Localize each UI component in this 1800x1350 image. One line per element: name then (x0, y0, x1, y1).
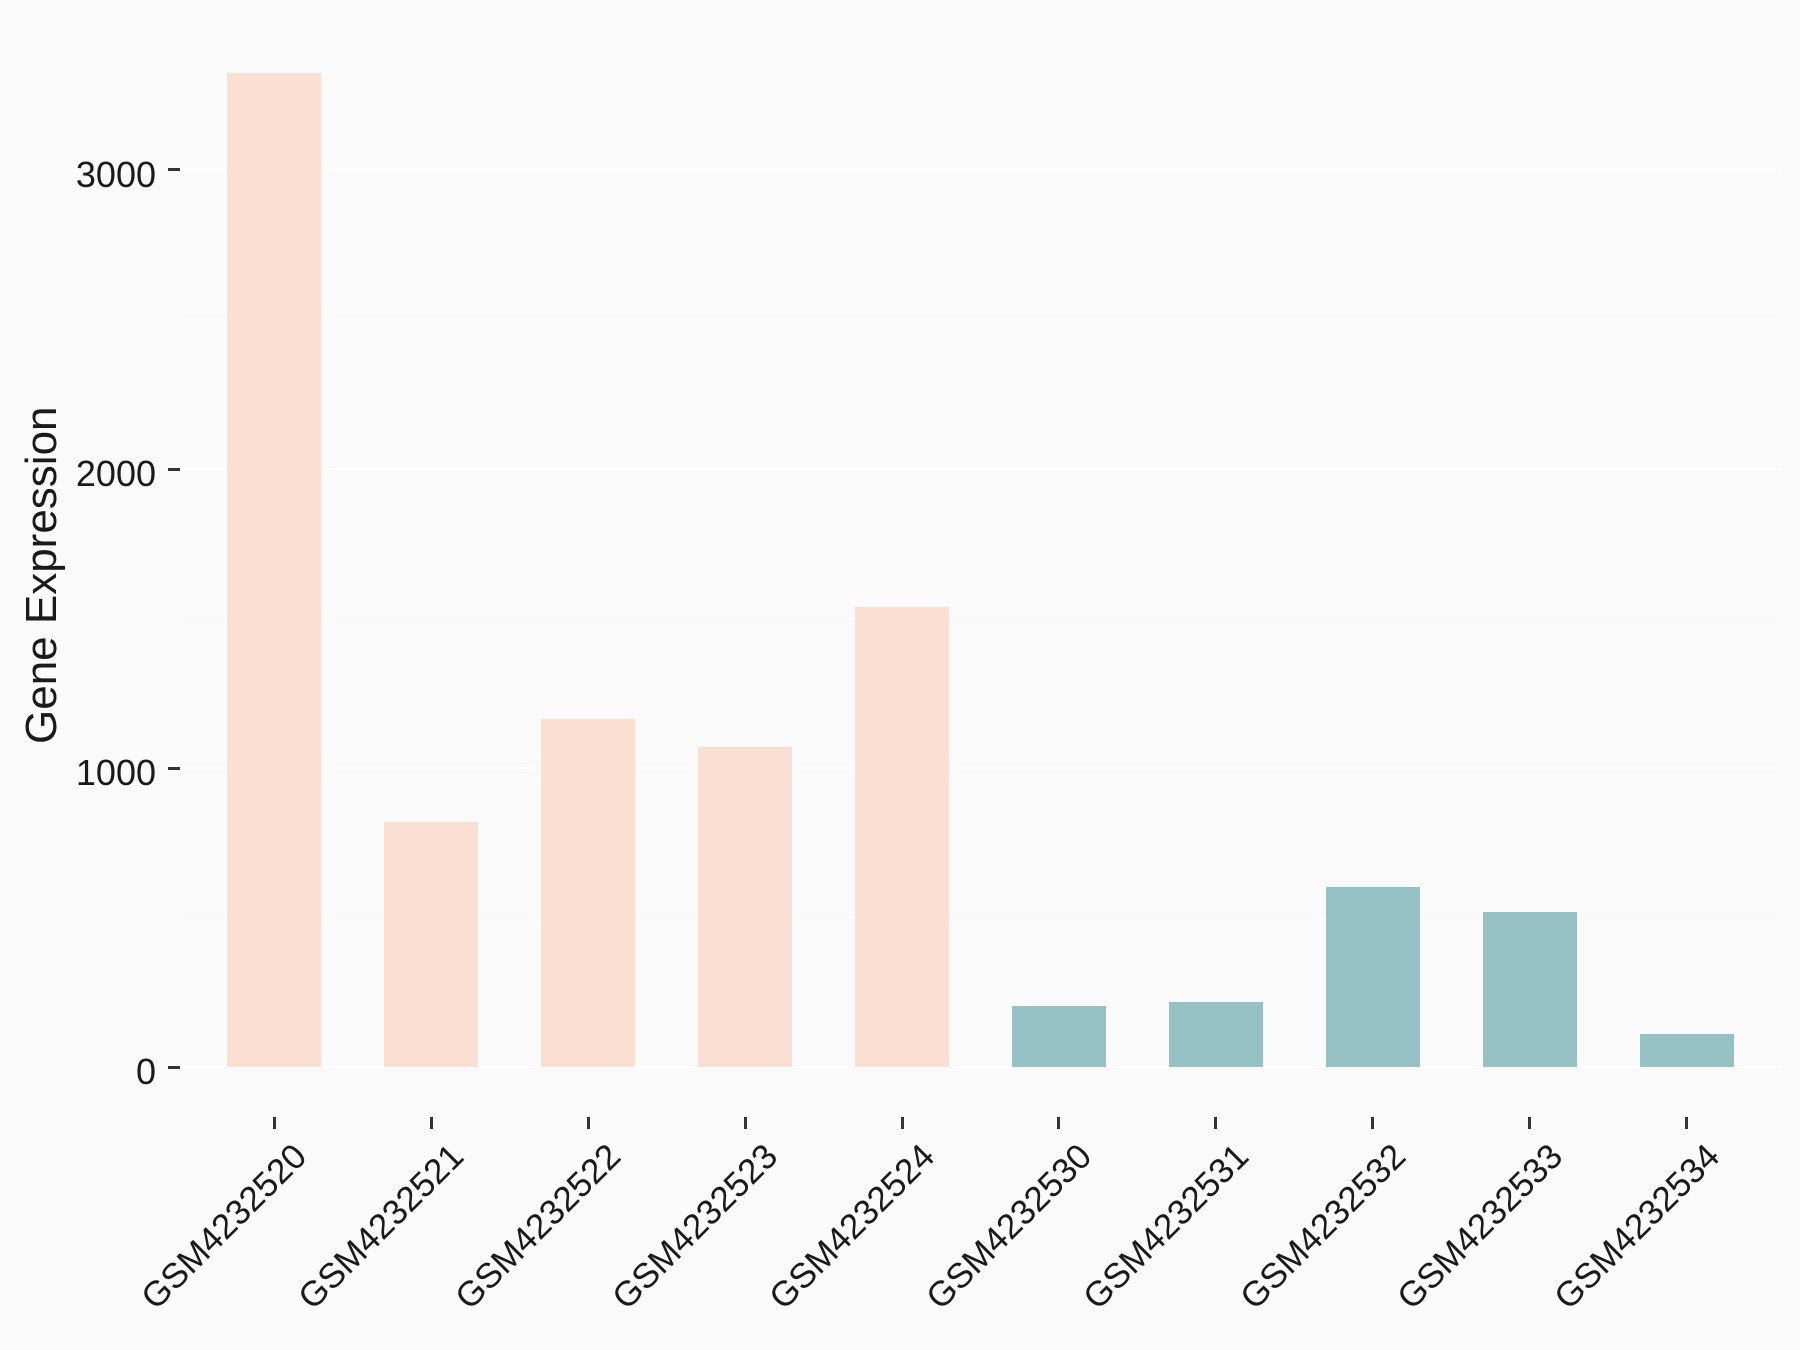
x-tick-label: GSM4232521 (291, 1136, 472, 1317)
x-tick-mark (900, 1117, 904, 1129)
x-tick-mark (586, 1117, 590, 1129)
y-tick-mark (168, 1065, 180, 1069)
bar-GSM4232523 (697, 747, 793, 1068)
bar-GSM4232531 (1168, 1002, 1264, 1068)
gridline-major (180, 468, 1781, 471)
bar-GSM4232520 (227, 72, 322, 1068)
gridline-minor (180, 917, 1781, 919)
x-tick-label: GSM4232523 (604, 1136, 786, 1317)
gridline-major (180, 767, 1781, 770)
gridline-minor (180, 319, 1781, 321)
x-tick-mark (272, 1117, 276, 1129)
x-tick-label: GSM4232524 (761, 1136, 943, 1317)
x-tick-label: GSM4232520 (134, 1136, 315, 1317)
bar-GSM4232522 (541, 718, 636, 1068)
x-tick-label: GSM4232530 (918, 1136, 1100, 1317)
bar-GSM4232533 (1482, 911, 1577, 1068)
bar-GSM4232534 (1639, 1033, 1734, 1068)
x-tick-mark (1685, 1117, 1689, 1129)
bar-GSM4232532 (1325, 887, 1420, 1068)
gridline-major (180, 168, 1781, 171)
y-tick-mark (168, 467, 180, 471)
x-tick-mark (1057, 1117, 1061, 1129)
x-tick-label: GSM4232533 (1389, 1136, 1571, 1317)
gridline-major (180, 1066, 1781, 1069)
bar-GSM4232521 (384, 822, 479, 1068)
bar-GSM4232524 (854, 606, 950, 1068)
x-tick-mark (1371, 1117, 1375, 1129)
y-tick-mark (168, 766, 180, 770)
x-tick-label: GSM4232532 (1232, 1136, 1414, 1317)
bar-GSM4232530 (1011, 1006, 1107, 1068)
x-tick-mark (743, 1117, 747, 1129)
y-tick-mark (168, 168, 180, 172)
x-tick-mark (429, 1117, 433, 1129)
x-tick-mark (1214, 1117, 1218, 1129)
y-tick-label: 1000 (75, 752, 156, 794)
x-tick-label: GSM4232534 (1546, 1136, 1727, 1317)
plot-panel (180, 24, 1781, 1117)
y-tick-label: 0 (135, 1051, 156, 1093)
x-tick-label: GSM4232522 (447, 1136, 629, 1317)
y-tick-label: 2000 (75, 453, 156, 495)
y-tick-label: 3000 (75, 153, 156, 195)
x-tick-label: GSM4232531 (1075, 1136, 1257, 1317)
x-tick-mark (1528, 1117, 1532, 1129)
gridline-minor (180, 618, 1781, 620)
